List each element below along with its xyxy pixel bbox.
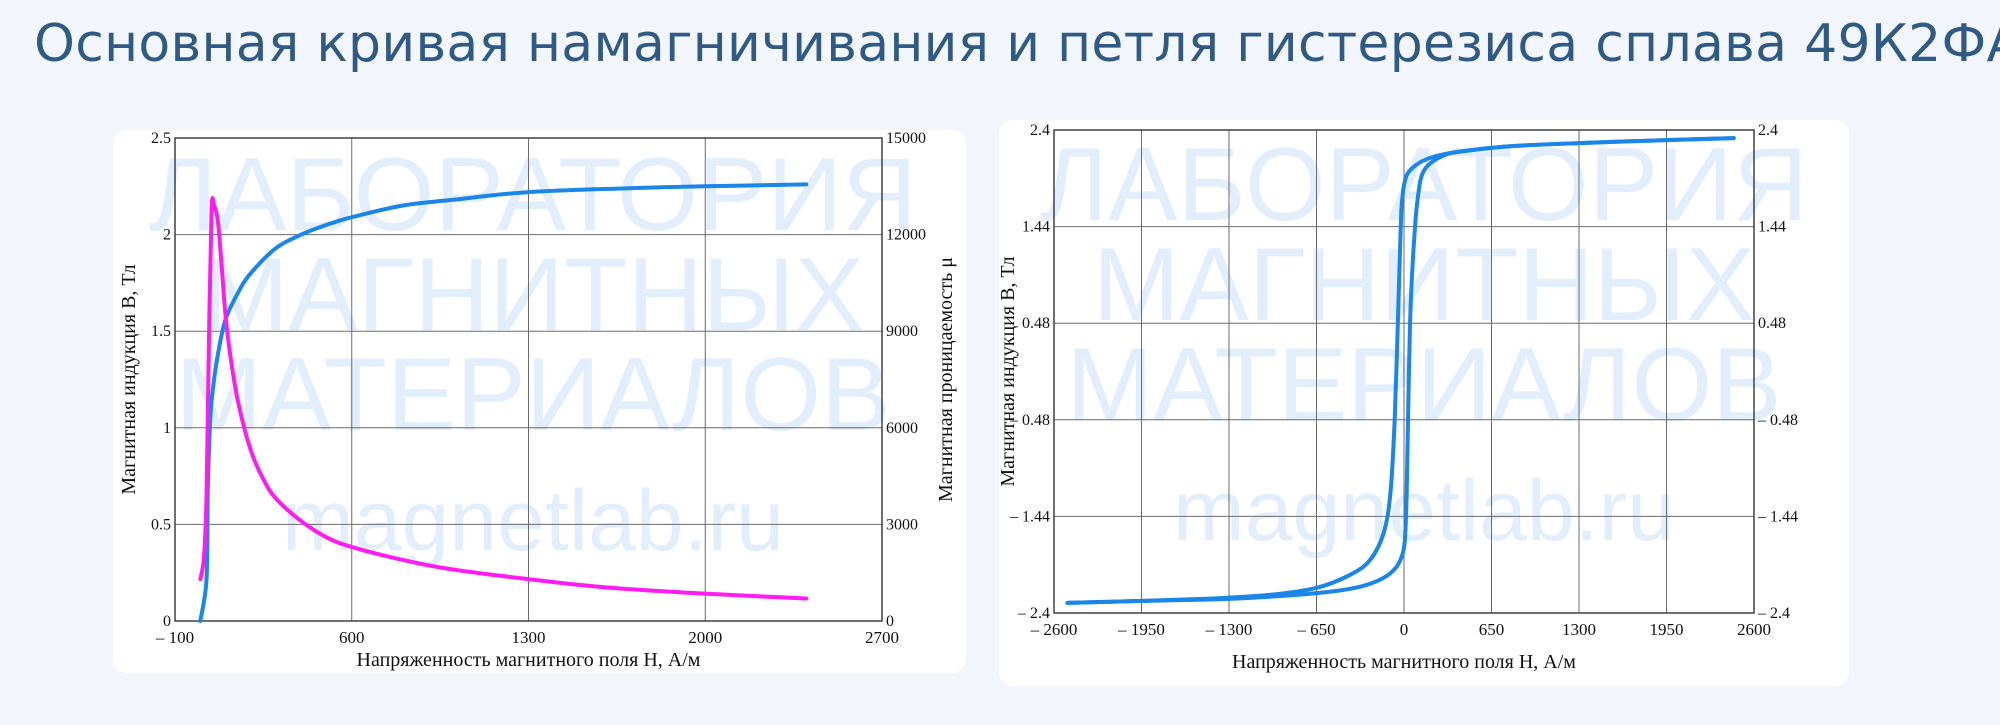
- watermark-line: МАТЕРИАЛОВ: [175, 337, 890, 453]
- y-tick-label: 1.5: [151, 323, 171, 340]
- watermark-line: magnetlab.ru: [1173, 463, 1675, 559]
- watermark-line: magnetlab.ru: [282, 473, 784, 569]
- y2-tick-label: – 1.44: [1757, 508, 1798, 525]
- x-tick-label: 650: [1479, 620, 1505, 639]
- magnetization-curve-panel: ЛАБОРАТОРИЯ МАГНИТНЫХ МАТЕРИАЛОВ magnetlab.…: [113, 130, 966, 673]
- watermark-line: ЛАБОРАТОРИЯ: [1040, 127, 1808, 243]
- x-axis-label: Напряженность магнитного поля H, А/м: [1232, 651, 1576, 673]
- x-tick-label: – 650: [1296, 620, 1335, 639]
- x-tick-label: 0: [1400, 620, 1409, 639]
- x-tick-label: – 1950: [1117, 620, 1165, 639]
- hysteresis-loop-panel: ЛАБОРАТОРИЯ МАГНИТНЫХ МАТЕРИАЛОВ magnetlab.…: [997, 120, 1849, 686]
- x-tick-label: – 2600: [1030, 620, 1078, 639]
- y-tick-label: – 1.44: [1009, 508, 1050, 525]
- x-tick-label: 600: [339, 628, 365, 647]
- y-axis-label: Магнитная индукция В, Тл: [118, 264, 140, 494]
- x-tick-label: – 1300: [1205, 620, 1253, 639]
- x-tick-label: – 100: [155, 628, 194, 647]
- y-tick-label: – 2.4: [1017, 605, 1050, 622]
- y-tick-label: 2.4: [1030, 122, 1050, 139]
- y2-tick-label: 0: [886, 613, 894, 630]
- y2-tick-label: 15000: [886, 130, 926, 147]
- x-tick-label: 2600: [1737, 620, 1771, 639]
- y2-tick-label: – 0.48: [1757, 412, 1798, 429]
- permeability-curve: [198, 196, 809, 601]
- y2-tick-label: 3000: [886, 516, 918, 533]
- y2-tick-label: 6000: [886, 420, 918, 437]
- y-tick-label: 2: [163, 227, 171, 244]
- x-axis-label: Напряженность магнитного поля H, А/м: [357, 649, 701, 671]
- y-tick-label: 1.44: [1022, 219, 1050, 236]
- watermark-line: ЛАБОРАТОРИЯ: [149, 137, 917, 253]
- y-axis-label: Магнитная индукция В, Тл: [997, 256, 1019, 486]
- x-tick-label: 1300: [512, 628, 546, 647]
- x-tick-label: 1300: [1562, 620, 1596, 639]
- y2-tick-label: 1.44: [1758, 219, 1786, 236]
- hysteresis-branch: [1065, 136, 1736, 605]
- y2-tick-label: 9000: [886, 323, 918, 340]
- y2-tick-label: 0.48: [1758, 315, 1786, 332]
- y2-axis-label: Магнитная проницаемость μ: [935, 257, 957, 502]
- x-tick-label: 1950: [1650, 620, 1684, 639]
- y-tick-label: 0.48: [1022, 315, 1050, 332]
- y-tick-label: – 0.48: [1009, 412, 1050, 429]
- watermark-line: МАТЕРИАЛОВ: [1066, 327, 1781, 443]
- y-tick-label: 0.5: [151, 516, 171, 533]
- y-tick-label: 2.5: [151, 130, 171, 147]
- page-title: Основная кривая намагничивания и петля г…: [34, 14, 2000, 74]
- y2-tick-label: 2.4: [1758, 122, 1778, 139]
- plot-frame: [1053, 129, 1755, 614]
- y2-tick-label: 12000: [886, 227, 926, 244]
- y-tick-label: 1: [163, 420, 171, 437]
- y2-tick-label: – 2.4: [1757, 605, 1790, 622]
- induction-curve: [198, 182, 809, 623]
- plot-frame: [174, 137, 883, 622]
- watermark-line: МАГНИТНЫХ: [1093, 227, 1755, 343]
- x-tick-label: 2000: [688, 628, 722, 647]
- watermark-line: МАГНИТНЫХ: [202, 237, 864, 353]
- x-tick-label: 2700: [865, 628, 899, 647]
- y-tick-label: 0: [163, 613, 171, 630]
